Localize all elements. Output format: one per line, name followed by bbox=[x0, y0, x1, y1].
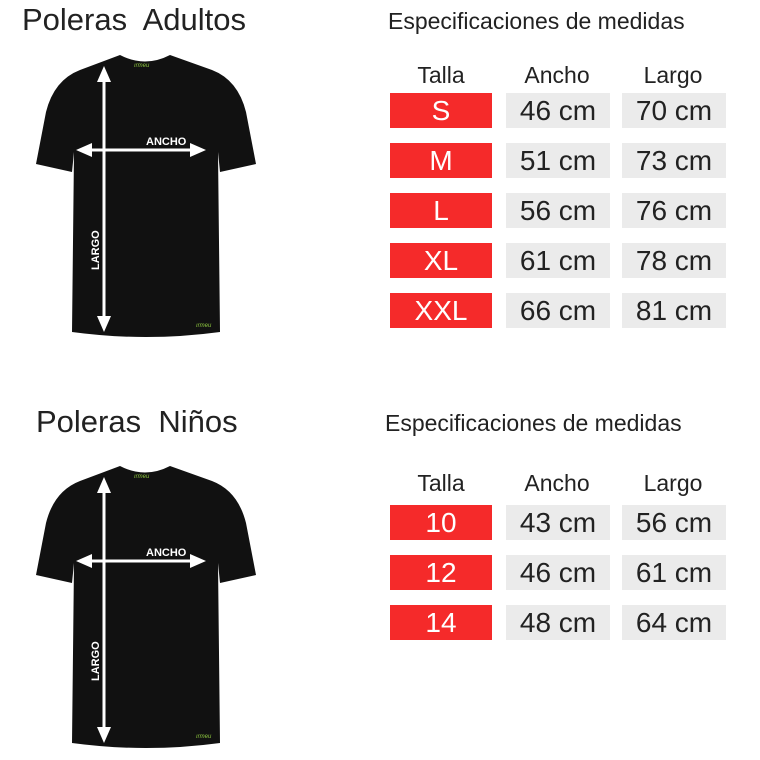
largo-cell: 56 cm bbox=[622, 505, 726, 540]
column-header: Ancho bbox=[524, 470, 590, 496]
length-label: LARGO bbox=[90, 230, 102, 270]
length-arrow bbox=[97, 66, 111, 332]
size-cell: 14 bbox=[390, 605, 492, 640]
brand-logo: ırmeu bbox=[196, 323, 212, 329]
tshirt-shape bbox=[36, 466, 256, 748]
ancho-cell: 43 cm bbox=[506, 505, 610, 540]
ancho-cell: 66 cm bbox=[506, 293, 610, 328]
column-header: Talla bbox=[417, 470, 465, 496]
size-cell: XXL bbox=[390, 293, 492, 328]
size-cell: L bbox=[390, 193, 492, 228]
spec-title: Especificaciones de medidas bbox=[385, 410, 682, 436]
brand-logo: ırmeu bbox=[134, 474, 150, 480]
tshirt-diagram: ırmeu ırmeu ANCHO LARGO bbox=[36, 466, 256, 748]
ancho-cell: 48 cm bbox=[506, 605, 610, 640]
ancho-cell: 46 cm bbox=[506, 93, 610, 128]
largo-cell: 64 cm bbox=[622, 605, 726, 640]
ancho-cell: 56 cm bbox=[506, 193, 610, 228]
width-label: ANCHO bbox=[146, 136, 187, 148]
ancho-cell: 61 cm bbox=[506, 243, 610, 278]
largo-cell: 78 cm bbox=[622, 243, 726, 278]
width-label: ANCHO bbox=[146, 547, 187, 559]
size-cell: M bbox=[390, 143, 492, 178]
size-cell: 12 bbox=[390, 555, 492, 590]
tshirt-diagram: ırmeu ırmeu ANCHO LARGO bbox=[36, 55, 256, 337]
largo-cell: 76 cm bbox=[622, 193, 726, 228]
largo-cell: 73 cm bbox=[622, 143, 726, 178]
largo-cell: 61 cm bbox=[622, 555, 726, 590]
length-label: LARGO bbox=[90, 641, 102, 681]
section-title: Poleras Adultos bbox=[22, 2, 247, 37]
column-header: Largo bbox=[643, 62, 703, 88]
spec-title: Especificaciones de medidas bbox=[388, 8, 685, 34]
tshirt-shape bbox=[36, 55, 256, 337]
column-header: Largo bbox=[643, 470, 703, 496]
section-title: Poleras Niños bbox=[36, 404, 238, 439]
size-cell: XL bbox=[390, 243, 492, 278]
length-arrow bbox=[97, 477, 111, 743]
brand-logo: ırmeu bbox=[196, 734, 212, 740]
size-cell: S bbox=[390, 93, 492, 128]
size-cell: 10 bbox=[390, 505, 492, 540]
ancho-cell: 51 cm bbox=[506, 143, 610, 178]
column-header: Ancho bbox=[524, 62, 590, 88]
ancho-cell: 46 cm bbox=[506, 555, 610, 590]
largo-cell: 70 cm bbox=[622, 93, 726, 128]
largo-cell: 81 cm bbox=[622, 293, 726, 328]
width-arrow bbox=[76, 143, 206, 157]
brand-logo: ırmeu bbox=[134, 63, 150, 69]
width-arrow bbox=[76, 554, 206, 568]
column-header: Talla bbox=[417, 62, 465, 88]
